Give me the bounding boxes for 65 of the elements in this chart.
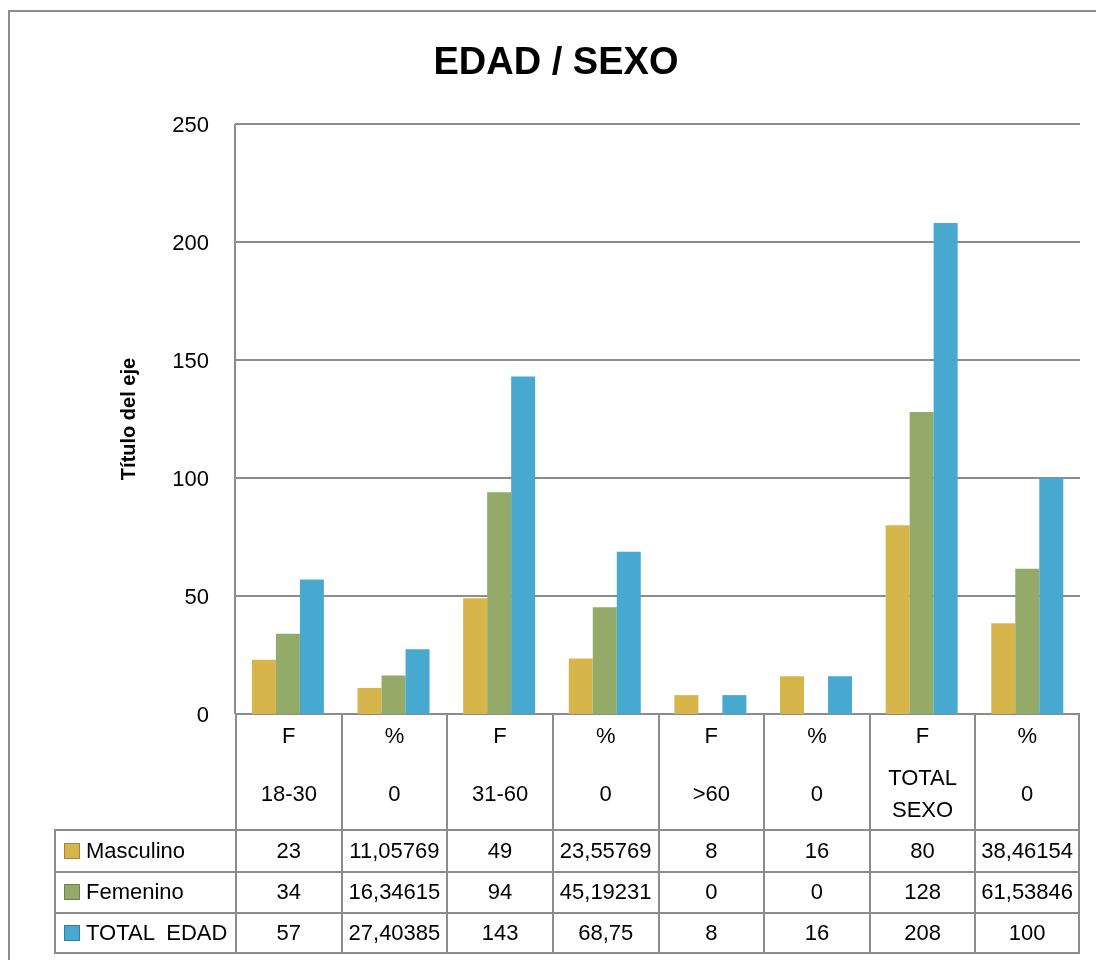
data-label: 68,75 xyxy=(578,920,634,946)
category-label: F >60 xyxy=(692,723,730,806)
bar xyxy=(299,579,324,714)
bar xyxy=(1015,568,1040,714)
data-label: 34 xyxy=(276,879,302,905)
bar xyxy=(381,675,406,714)
bar xyxy=(251,659,276,714)
data-label: 16,34615 xyxy=(348,879,441,905)
bar xyxy=(357,687,382,714)
data-label: 11,05769 xyxy=(349,837,440,863)
data-label: 49 xyxy=(487,837,513,863)
chart-title: EDAD / SEXO xyxy=(433,40,679,82)
bar xyxy=(909,411,934,714)
data-label: 45,19231 xyxy=(559,879,652,905)
legend-label: Masculino xyxy=(86,837,186,863)
data-label: 0 xyxy=(705,879,718,905)
bar xyxy=(511,376,536,714)
data-label: 100 xyxy=(1008,920,1046,946)
bar xyxy=(405,649,430,714)
bar xyxy=(828,676,853,714)
bar xyxy=(275,633,300,714)
data-label: 128 xyxy=(904,879,941,905)
y-axis-title: Título del eje xyxy=(117,357,139,481)
bar xyxy=(568,658,593,714)
bar xyxy=(1039,478,1064,714)
y-tick-label: 50 xyxy=(184,583,209,609)
data-label: 16 xyxy=(804,837,830,863)
legend-label: Femenino xyxy=(86,879,184,905)
data-label: 208 xyxy=(904,920,941,946)
data-label: 23,55769 xyxy=(559,837,652,863)
data-label: 61,53846 xyxy=(981,879,1074,905)
category-label: % 0 xyxy=(595,723,616,806)
bar xyxy=(487,492,512,714)
category-label: F 31-60 xyxy=(471,723,529,806)
category-label: % 0 xyxy=(1017,723,1037,806)
bar xyxy=(885,525,910,714)
bar xyxy=(592,607,617,714)
y-tick-label: 200 xyxy=(172,229,209,255)
bar xyxy=(616,551,641,714)
bar xyxy=(722,695,747,714)
data-label: 57 xyxy=(276,920,302,946)
data-label: 8 xyxy=(705,837,718,863)
bar xyxy=(991,623,1016,714)
x-tick-label: F TOTAL SEXO xyxy=(887,723,958,824)
data-label: 94 xyxy=(487,879,513,905)
data-label: 16 xyxy=(804,920,830,946)
category-label: % 0 xyxy=(384,723,405,806)
data-label: 8 xyxy=(705,920,718,946)
data-label: 27,40385 xyxy=(348,920,441,946)
data-label: 38,46154 xyxy=(981,837,1074,863)
bar xyxy=(780,676,805,714)
bar xyxy=(674,695,699,714)
y-tick-label: 150 xyxy=(172,347,209,373)
y-tick-label: 250 xyxy=(172,111,209,137)
category-label: % 0 xyxy=(807,723,827,806)
y-tick-label: 100 xyxy=(172,465,209,491)
data-label: 0 xyxy=(810,879,824,905)
bar xyxy=(933,223,958,714)
legend-label: TOTAL EDAD xyxy=(86,920,228,946)
category-label: F 18-30 xyxy=(260,723,317,806)
data-label: 80 xyxy=(910,837,935,863)
data-label: 143 xyxy=(481,920,519,946)
y-tick-label: 0 xyxy=(196,701,209,727)
bar xyxy=(463,598,488,714)
data-label: 23 xyxy=(276,837,302,863)
